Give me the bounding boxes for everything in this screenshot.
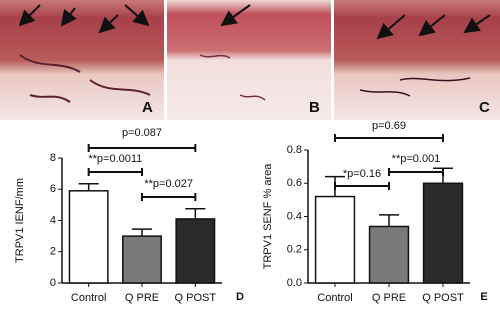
significance-bracket bbox=[141, 193, 197, 201]
significance-bracket bbox=[87, 144, 197, 152]
significance-label: **p=0.027 bbox=[144, 178, 193, 190]
bar bbox=[422, 182, 464, 284]
x-tick-label: Q POST bbox=[175, 292, 217, 304]
y-axis-label: TRPV1 SENF % area bbox=[262, 163, 274, 270]
y-tick-label: 0.0 bbox=[287, 277, 302, 289]
significance-bracket bbox=[87, 168, 143, 176]
bar bbox=[175, 218, 216, 284]
bar bbox=[68, 190, 109, 284]
micrographs: A B C bbox=[0, 0, 500, 120]
bar bbox=[368, 225, 410, 284]
y-tick-label: 0.2 bbox=[287, 244, 302, 256]
significance-label: **p=0.0011 bbox=[88, 153, 142, 165]
x-tick-label: Control bbox=[71, 292, 106, 304]
significance-label: p=0.087 bbox=[122, 127, 162, 139]
significance-label: p=0.69 bbox=[372, 120, 406, 132]
significance-label: *p=0.16 bbox=[343, 168, 381, 180]
panel-label: C bbox=[479, 99, 490, 116]
y-tick-label: 0.4 bbox=[287, 210, 302, 222]
significance-label: **p=0.001 bbox=[392, 153, 441, 165]
significance-bracket bbox=[334, 182, 390, 190]
y-tick-label: 8 bbox=[50, 152, 56, 164]
y-tick-label: 0.8 bbox=[287, 144, 302, 156]
y-tick-label: 0 bbox=[50, 277, 56, 289]
y-tick-label: 6 bbox=[50, 183, 56, 195]
bar bbox=[314, 195, 356, 284]
panel-label: B bbox=[309, 99, 320, 116]
y-tick-label: 0.6 bbox=[287, 177, 302, 189]
panel-label: E bbox=[480, 291, 487, 303]
x-tick-label: Q PRE bbox=[125, 292, 159, 304]
x-tick-label: Q PRE bbox=[372, 292, 406, 304]
significance-bracket bbox=[388, 168, 444, 176]
y-tick-label: 4 bbox=[50, 214, 56, 226]
significance-bracket bbox=[334, 134, 444, 142]
image-b bbox=[167, 0, 331, 120]
x-tick-label: Control bbox=[317, 292, 352, 304]
y-axis-label: TRPV1 IENF/mm bbox=[14, 178, 26, 263]
bar bbox=[122, 235, 162, 284]
panel-label: A bbox=[142, 99, 153, 116]
image-c bbox=[334, 0, 500, 120]
y-tick-label: 2 bbox=[50, 246, 56, 258]
panel-label: D bbox=[236, 291, 244, 303]
x-tick-label: Q POST bbox=[422, 292, 464, 304]
